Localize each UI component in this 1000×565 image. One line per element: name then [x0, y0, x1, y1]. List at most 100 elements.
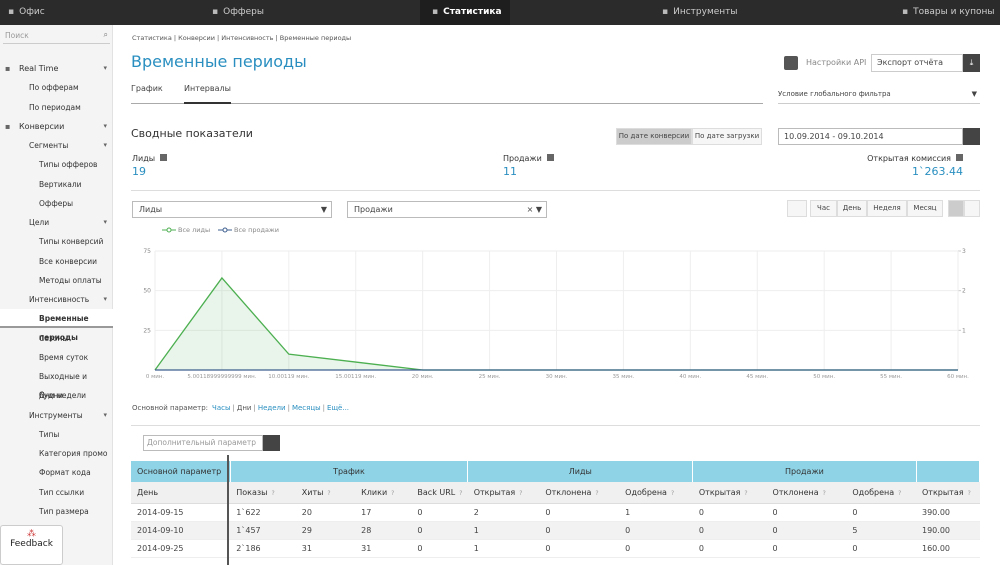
bar-view-button[interactable]: [964, 200, 980, 217]
extra-param-button[interactable]: [263, 435, 280, 451]
filter-label: Условие глобального фильтра: [778, 90, 891, 98]
column-label: Хиты: [301, 487, 324, 497]
menu-item[interactable]: Типы конверсий: [0, 232, 113, 251]
stat-value: 11: [503, 165, 517, 178]
page-title: Временные периоды: [131, 52, 307, 71]
refresh-button[interactable]: [787, 200, 807, 217]
api-icon[interactable]: [784, 56, 798, 70]
menu-item[interactable]: Типы: [0, 425, 113, 444]
date-range[interactable]: 10.09.2014 - 09.10.2014: [778, 128, 963, 145]
stat-label: Открытая комиссия: [867, 154, 963, 163]
main-param-option[interactable]: Дни: [236, 404, 252, 412]
nav-item[interactable]: ▪ Офферы: [200, 0, 310, 25]
table-cell: 0: [411, 521, 468, 540]
column-header[interactable]: Одобрена?: [846, 482, 916, 504]
help-icon: ?: [822, 489, 826, 497]
table-cell: 17: [355, 503, 412, 522]
menu-item[interactable]: Временные периоды: [0, 309, 113, 342]
menu-item[interactable]: Время суток: [0, 348, 113, 367]
menu-item[interactable]: Сезоны: [0, 329, 113, 348]
feedback-button[interactable]: ⁂ Feedback: [0, 525, 63, 565]
menu-label: Типы: [39, 429, 60, 439]
menu-label: Инструменты: [29, 410, 83, 420]
group-header-row: Основной параметр Трафик Лиды Продажи: [131, 461, 980, 482]
export-icon[interactable]: ⤓: [963, 54, 980, 72]
series-select[interactable]: Лиды ▼: [132, 201, 332, 218]
main-param-option[interactable]: Месяцы: [291, 404, 321, 412]
menu-item[interactable]: Выходные и будни: [0, 367, 113, 400]
menu-item[interactable]: Тип ссылки: [0, 483, 113, 502]
menu-item[interactable]: Категория промо: [0, 444, 113, 463]
toggle-button[interactable]: По дате конверсии: [616, 128, 692, 145]
menu-label: Типы конверсий: [39, 237, 104, 247]
search-box[interactable]: Поиск ⌕: [3, 28, 110, 44]
nav-item[interactable]: ▪ Офис: [0, 0, 120, 25]
global-filter[interactable]: Условие глобального фильтра ▼: [778, 90, 980, 104]
main-param: Основной параметр: Часы | Дни | Недели | Месяцы…: [132, 404, 349, 412]
menu-item[interactable]: Формат кода: [0, 463, 113, 482]
y2-tick-label: 3: [962, 248, 966, 255]
menu-chevron: ▾: [103, 218, 107, 226]
menu-item[interactable]: ▪ Real Time ▾: [0, 59, 113, 78]
main-param-option[interactable]: Недели: [257, 404, 286, 412]
period-button[interactable]: День: [837, 200, 867, 217]
menu-item[interactable]: Сегменты ▾: [0, 136, 113, 155]
menu-label: Сегменты: [29, 141, 69, 150]
menu-item[interactable]: Интенсивность ▾: [0, 290, 113, 309]
menu-item[interactable]: Дни недели: [0, 386, 113, 405]
tabs: График Интервалы: [131, 84, 763, 104]
nav-label: Инструменты: [673, 7, 738, 17]
nav-item[interactable]: ▪ Статистика: [420, 0, 510, 25]
menu-item[interactable]: Типы офферов: [0, 155, 113, 174]
menu-item[interactable]: По периодам: [0, 98, 113, 117]
period-button[interactable]: Неделя: [867, 200, 907, 217]
table-cell: 1`457: [230, 521, 296, 540]
series-select[interactable]: Продажи × ▼: [347, 201, 547, 218]
calendar-icon[interactable]: [963, 128, 980, 145]
menu-item[interactable]: Офферы: [0, 194, 113, 213]
api-button[interactable]: Настройки API: [806, 58, 867, 67]
period-button[interactable]: Час: [810, 200, 837, 217]
export-button[interactable]: Экспорт отчёта: [871, 54, 963, 72]
column-label: Открытая: [922, 487, 964, 497]
menu-item[interactable]: ▪ Конверсии ▾: [0, 117, 113, 136]
menu-label: Дни недели: [39, 391, 87, 401]
column-header[interactable]: Одобрена?: [619, 482, 693, 504]
tab[interactable]: Интервалы: [184, 84, 231, 104]
menu-item[interactable]: Тип размера: [0, 502, 113, 521]
menu-item[interactable]: Вертикали: [0, 175, 113, 194]
menu-item[interactable]: По офферам: [0, 78, 113, 97]
divider: [131, 190, 980, 191]
column-header[interactable]: Хиты?: [295, 482, 356, 504]
nav-item[interactable]: ▪ Товары и купоны: [890, 0, 1000, 25]
column-header[interactable]: День: [131, 482, 231, 504]
column-label: Отклонена: [772, 487, 819, 497]
group-header: Трафик: [230, 461, 469, 482]
menu-item[interactable]: Инструменты ▾: [0, 406, 113, 425]
column-header[interactable]: Открытая?: [916, 482, 980, 504]
column-header[interactable]: Отклонена?: [766, 482, 847, 504]
menu-item[interactable]: Методы оплаты: [0, 271, 113, 290]
main-param-option[interactable]: Ещё...: [327, 404, 350, 412]
column-header[interactable]: Открытая?: [692, 482, 767, 504]
column-header[interactable]: Показы?: [230, 482, 296, 504]
tab[interactable]: График: [131, 84, 163, 93]
toggle-button[interactable]: По дате загрузки: [692, 128, 762, 145]
nav-item[interactable]: ▪ Инструменты: [650, 0, 760, 25]
column-label: Отклонена: [545, 487, 592, 497]
table-cell: 390.00: [916, 503, 980, 522]
column-header[interactable]: Клики?: [355, 482, 412, 504]
column-header[interactable]: Открытая?: [467, 482, 540, 504]
table-row: 2014-09-10 1`457 29 28 0 1 0 0 0 0 5 190.00: [131, 521, 980, 540]
menu-item[interactable]: Цели ▾: [0, 213, 113, 232]
x-tick-label: 50 мин.: [813, 374, 835, 380]
nav-label: Офис: [19, 7, 45, 17]
table-cell: 0: [619, 521, 693, 540]
line-view-button[interactable]: [948, 200, 964, 217]
extra-param-input[interactable]: Дополнительный параметр: [143, 435, 263, 451]
column-header[interactable]: Back URL?: [411, 482, 468, 504]
main-param-option[interactable]: Часы: [212, 404, 231, 412]
menu-item[interactable]: Все конверсии: [0, 252, 113, 271]
column-header[interactable]: Отклонена?: [539, 482, 620, 504]
period-button[interactable]: Месяц: [907, 200, 943, 217]
